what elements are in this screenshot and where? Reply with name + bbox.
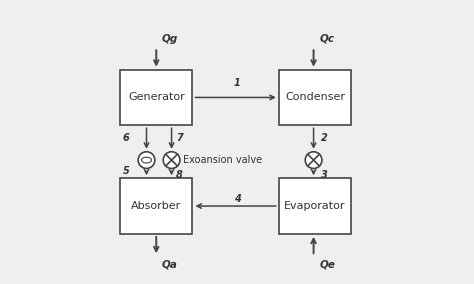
Bar [279,70,351,125]
Text: Qa: Qa [162,260,178,270]
Text: Exoansion valve: Exoansion valve [182,155,262,165]
Text: Qe: Qe [319,260,335,270]
Text: Condenser: Condenser [285,93,345,103]
Text: Absorber: Absorber [131,201,182,211]
Text: 3: 3 [320,170,327,180]
Text: 8: 8 [176,170,182,180]
Circle shape [138,152,155,168]
Text: 7: 7 [176,133,182,143]
Text: 6: 6 [123,133,129,143]
Bar [120,178,192,234]
Circle shape [305,152,322,168]
Text: Evaporator: Evaporator [284,201,346,211]
Circle shape [163,152,180,168]
Text: 5: 5 [123,166,129,176]
Text: Generator: Generator [128,93,185,103]
Bar [279,178,351,234]
Text: Qc: Qc [319,34,334,44]
Bar [120,70,192,125]
Text: 2: 2 [320,133,327,143]
Text: 1: 1 [234,78,240,88]
Text: Qg: Qg [162,34,178,44]
Text: 4: 4 [234,193,240,204]
